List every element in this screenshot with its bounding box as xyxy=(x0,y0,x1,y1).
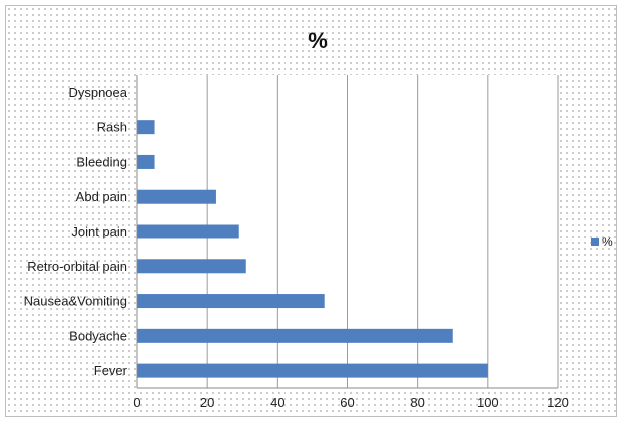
x-tick-label: 80 xyxy=(410,395,424,410)
x-tick-label: 120 xyxy=(547,395,569,410)
bar-bodyache xyxy=(137,328,453,343)
bar-nausea-vomiting xyxy=(137,294,325,309)
category-label: Dyspnoea xyxy=(68,85,127,100)
bar-abd-pain xyxy=(137,189,216,204)
category-label: Bleeding xyxy=(76,154,127,169)
chart-title: % xyxy=(308,28,328,53)
category-label: Bodyache xyxy=(69,328,127,343)
legend: % xyxy=(591,235,613,249)
bar-bleeding xyxy=(137,154,155,169)
x-tick-labels: 0 20 40 60 80 100 120 xyxy=(133,395,568,410)
x-tick-label: 100 xyxy=(477,395,499,410)
category-label: Nausea&Vomiting xyxy=(24,294,127,309)
bar-retro-orbital-pain xyxy=(137,259,246,274)
category-label: Fever xyxy=(94,363,128,378)
category-label: Joint pain xyxy=(71,224,127,239)
bar-rash xyxy=(137,120,155,135)
x-tick-label: 20 xyxy=(200,395,214,410)
legend-swatch xyxy=(591,238,599,246)
bar-joint-pain xyxy=(137,224,239,239)
x-tick-label: 60 xyxy=(340,395,354,410)
category-labels: Dyspnoea Rash Bleeding Abd pain Joint pain Re… xyxy=(24,85,128,378)
category-label: Rash xyxy=(97,120,127,135)
x-tick-label: 40 xyxy=(270,395,284,410)
legend-label: % xyxy=(602,235,613,249)
bars xyxy=(137,120,488,378)
category-label: Retro-orbital pain xyxy=(27,259,127,274)
category-label: Abd pain xyxy=(76,189,127,204)
x-tick-label: 0 xyxy=(133,395,140,410)
bar-fever xyxy=(137,363,488,378)
